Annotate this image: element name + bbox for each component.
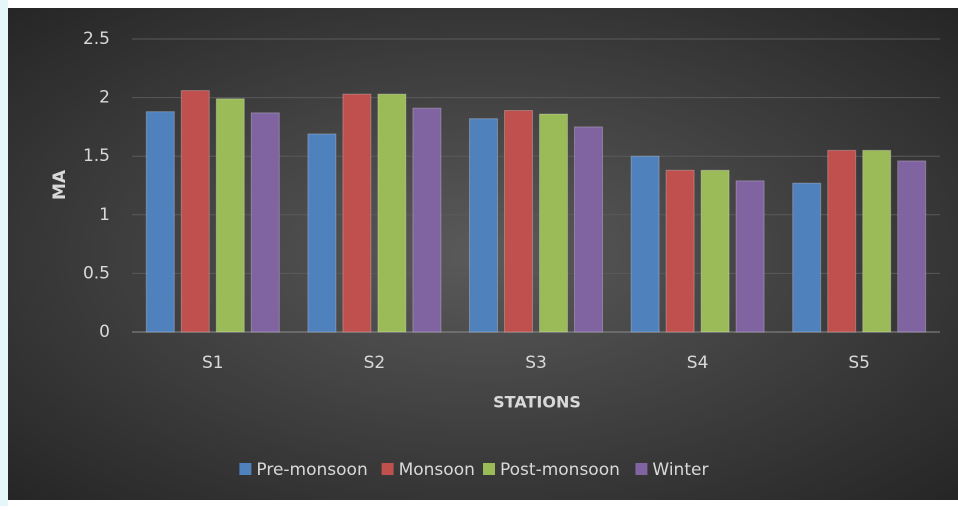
x-tick-label: S5 xyxy=(848,353,870,373)
bar xyxy=(827,149,857,333)
bar xyxy=(792,182,822,333)
y-axis-label: MA xyxy=(50,169,70,200)
bar xyxy=(630,155,660,333)
bar xyxy=(215,98,245,333)
x-tick-label: S3 xyxy=(525,353,547,373)
bar xyxy=(539,113,568,333)
legend-swatch xyxy=(483,463,495,475)
bar xyxy=(180,90,210,333)
bar xyxy=(574,126,603,333)
bar xyxy=(897,160,927,333)
y-tick-label: 2 xyxy=(99,88,110,108)
y-tick-label: 1 xyxy=(99,205,110,225)
bar xyxy=(469,118,498,333)
bar xyxy=(700,169,730,333)
bar xyxy=(412,107,442,333)
y-tick-label: 1.5 xyxy=(83,146,110,166)
legend-swatch xyxy=(381,463,394,475)
bar xyxy=(862,149,892,333)
legend-label: Pre-monsoon xyxy=(256,460,367,480)
y-tick-label: 0.5 xyxy=(83,263,110,283)
y-tick-label: 0 xyxy=(99,322,110,342)
bar xyxy=(665,169,695,333)
edge xyxy=(0,0,8,506)
x-tick-label: S4 xyxy=(687,353,709,373)
bar xyxy=(377,93,407,333)
bar xyxy=(250,112,280,333)
bar xyxy=(504,109,533,333)
legend-label: Monsoon xyxy=(399,460,475,480)
x-axis-label: STATIONS xyxy=(493,393,581,412)
bar xyxy=(145,111,175,333)
legend-swatch xyxy=(635,463,648,475)
bar xyxy=(342,93,372,333)
bar xyxy=(307,133,337,333)
y-tick-label: 2.5 xyxy=(83,29,110,49)
legend-swatch xyxy=(239,463,252,475)
legend-label: Winter xyxy=(652,460,708,480)
bar xyxy=(735,180,765,333)
x-tick-label: S1 xyxy=(202,353,224,373)
legend-label: Post-monsoon xyxy=(500,460,620,480)
x-tick-label: S2 xyxy=(364,353,386,373)
